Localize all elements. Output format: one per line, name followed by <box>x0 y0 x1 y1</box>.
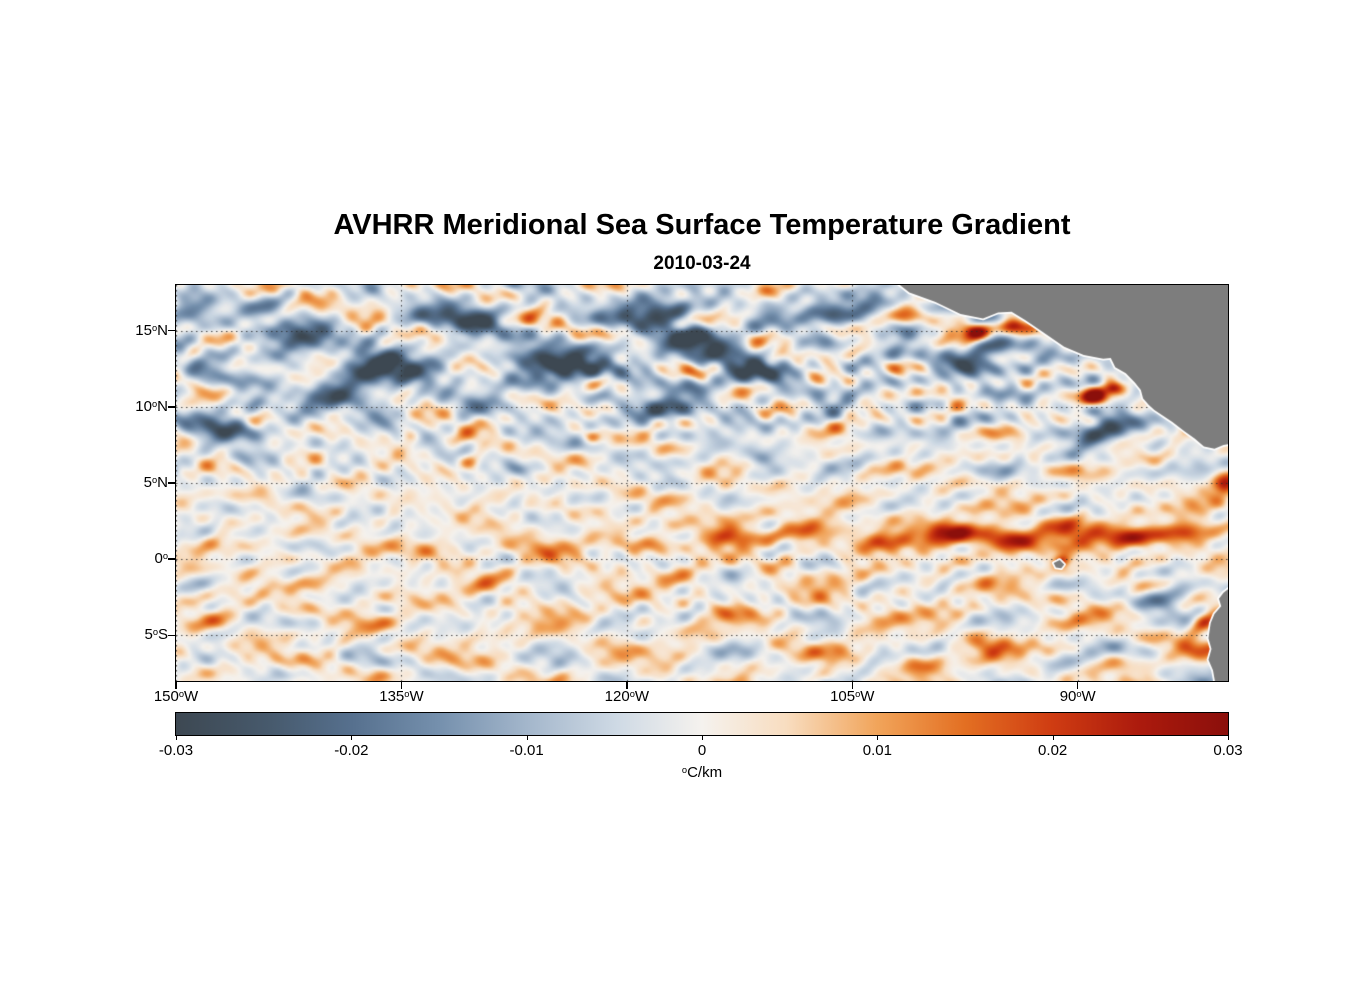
x-axis-tick-label: 120oW <box>604 688 650 705</box>
colorbar-tick <box>526 736 528 740</box>
x-axis-tick-label: 135oW <box>379 688 424 705</box>
y-axis-tick <box>168 406 175 408</box>
y-axis-tick <box>168 482 175 484</box>
colorbar-tick-label: 0.02 <box>1038 742 1068 759</box>
colorbar-tick-label: 0.01 <box>862 742 892 759</box>
x-axis-tick-label: 90oW <box>1059 688 1096 705</box>
colorbar-tick <box>1228 736 1229 740</box>
x-axis-tick <box>626 682 628 689</box>
colorbar <box>175 712 1229 736</box>
colorbar-tick <box>702 736 703 740</box>
degree-symbol: o <box>404 688 410 699</box>
degree-symbol: o <box>151 322 158 333</box>
chart-title: AVHRR Meridional Sea Surface Temperature… <box>333 209 1071 241</box>
x-axis-tick-label: 150oW <box>153 688 199 705</box>
degree-symbol: o <box>151 398 158 409</box>
y-axis-tick-label: 5oN <box>143 474 168 491</box>
x-axis-tick <box>400 682 403 689</box>
y-axis-tick-label: 0o <box>154 550 168 568</box>
colorbar-tick-label: -0.03 <box>158 742 194 759</box>
y-axis-tick <box>168 634 175 637</box>
y-axis-tick-label: 15oN <box>135 321 168 339</box>
chart-date-subtitle: 2010-03-24 <box>653 253 751 274</box>
degree-symbol: o <box>1076 688 1082 699</box>
sst-gradient-heatmap <box>176 285 1228 681</box>
x-axis-tick <box>851 682 854 689</box>
degree-symbol: o <box>152 627 158 638</box>
degree-symbol: o <box>855 688 861 699</box>
colorbar-tick <box>1052 736 1054 740</box>
colorbar-gradient <box>176 713 1228 735</box>
y-axis-tick-label: 10oN <box>135 397 168 415</box>
x-axis-tick <box>175 682 177 689</box>
degree-symbol: o <box>162 550 168 561</box>
colorbar-tick <box>351 736 353 740</box>
colorbar-tick <box>176 736 177 740</box>
degree-symbol: o <box>629 688 635 699</box>
x-axis-tick <box>1076 682 1079 689</box>
degree-symbol: o <box>151 474 158 485</box>
degree-symbol: o <box>681 764 688 775</box>
y-axis-tick-label: 5oS <box>144 626 168 644</box>
colorbar-tick-label: 0 <box>697 742 707 759</box>
colorbar-tick-label: 0.03 <box>1213 742 1243 759</box>
x-axis-tick-label: 105oW <box>830 688 875 705</box>
y-axis-tick <box>168 558 175 560</box>
colorbar-tick-label: -0.01 <box>509 742 544 759</box>
colorbar-tick-label: -0.02 <box>334 742 369 759</box>
colorbar-unit-label: oC/km <box>681 764 723 781</box>
degree-symbol: o <box>178 688 185 699</box>
map-plot-area <box>176 285 1228 681</box>
colorbar-tick <box>877 736 879 740</box>
y-axis-tick <box>168 329 175 332</box>
